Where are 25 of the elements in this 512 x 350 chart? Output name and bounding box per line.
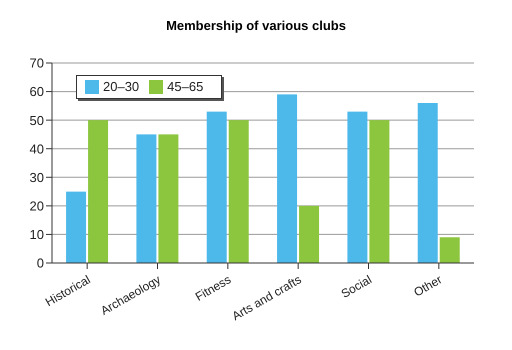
bar <box>66 192 86 263</box>
bar <box>369 120 390 263</box>
y-tick-label: 70 <box>30 56 44 71</box>
bar <box>228 120 249 263</box>
y-tick-label: 50 <box>30 112 44 128</box>
x-tick-label: Arts and crafts <box>230 272 304 324</box>
y-tick-label: 30 <box>30 170 44 185</box>
legend-label: 45–65 <box>167 79 204 94</box>
x-tick-label: Other <box>411 272 444 300</box>
y-tick-label: 10 <box>30 227 44 242</box>
bar <box>277 94 298 263</box>
y-tick-label: 0 <box>36 256 44 271</box>
bar <box>347 112 368 263</box>
legend-label: 20–30 <box>103 79 140 94</box>
bar <box>158 134 178 263</box>
chart-title: Membership of various clubs <box>165 18 347 33</box>
y-tick-label: 20 <box>30 198 44 214</box>
bar <box>206 112 227 263</box>
bar <box>418 103 438 263</box>
bar <box>136 134 156 263</box>
bar <box>440 237 460 263</box>
bar <box>299 206 320 263</box>
bar <box>88 120 108 263</box>
y-tick-label: 60 <box>30 84 44 100</box>
y-tick-label: 40 <box>30 141 44 156</box>
